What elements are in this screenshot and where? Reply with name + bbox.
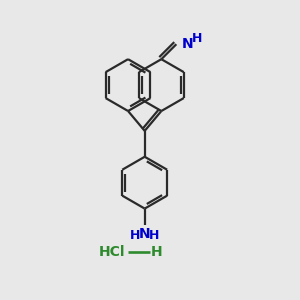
Text: H: H bbox=[151, 244, 162, 259]
Text: H: H bbox=[130, 229, 140, 242]
Text: N: N bbox=[182, 37, 193, 51]
Text: HCl: HCl bbox=[98, 244, 125, 259]
Text: H: H bbox=[149, 229, 159, 242]
Text: H: H bbox=[192, 32, 202, 45]
Text: N: N bbox=[139, 227, 151, 241]
